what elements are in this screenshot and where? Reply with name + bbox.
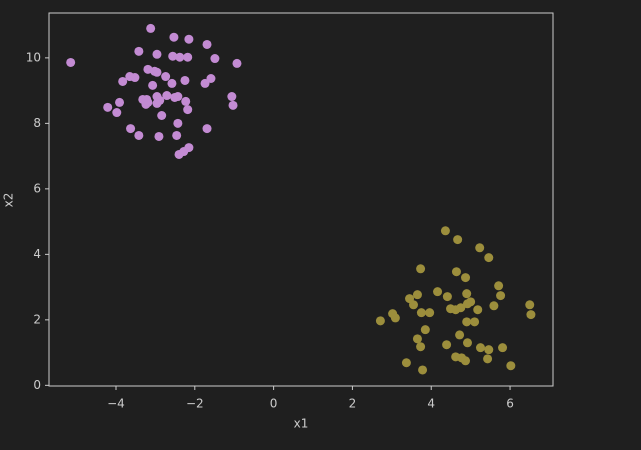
point [390,313,400,323]
point [375,316,385,326]
point [412,334,422,344]
point [412,290,422,300]
point [416,308,426,318]
point [483,354,493,364]
point [433,287,443,297]
y-tick-label: 2 [33,312,41,326]
point [470,317,480,327]
point [115,97,125,107]
point [409,300,419,310]
point [180,75,190,85]
point [416,342,426,352]
point [161,72,171,82]
point [130,73,140,83]
point [456,303,466,313]
point [152,67,162,77]
point [103,102,113,112]
point [462,299,472,309]
point [232,58,242,68]
point [494,281,504,291]
point [168,51,178,61]
point [461,273,471,283]
plot-frame [48,12,554,387]
y-tick-label: 4 [33,247,41,261]
x-tick-label: 6 [506,397,514,411]
point [174,149,184,159]
point [442,292,452,302]
point [112,108,122,118]
point [152,98,162,108]
point [66,57,76,67]
x-tick-label: −2 [186,397,204,411]
point [484,253,494,263]
point [183,52,193,62]
point [455,330,465,340]
point [475,343,485,353]
point [206,73,216,83]
x-tick-label: 0 [270,397,278,411]
point [154,131,164,141]
y-tick-label: 10 [26,50,41,64]
point [442,340,452,350]
point [462,317,472,327]
point [418,365,428,375]
point [416,264,426,274]
point [162,91,172,101]
point [202,124,212,134]
point [173,92,183,102]
y-axis-label: x2 [2,193,16,208]
point [526,310,536,320]
point [228,100,238,110]
y-tick-label: 6 [33,181,41,195]
point [453,235,463,245]
point [462,338,472,348]
y-tick-label: 8 [33,116,41,130]
point [202,39,212,49]
point [473,305,483,315]
point [126,124,136,134]
point [134,130,144,140]
point [484,345,494,355]
point [420,325,430,335]
point [152,49,162,59]
point [181,96,191,106]
x-tick-label: −4 [107,397,125,411]
point [498,343,508,353]
point [183,105,193,115]
x-tick-label: 2 [349,397,357,411]
point [142,94,152,104]
point [167,78,177,88]
point [200,78,210,88]
point [489,301,499,311]
point [525,300,535,310]
point [146,23,156,33]
y-tick-label: 0 [33,378,41,392]
point [475,243,485,253]
point [157,111,167,121]
point [425,308,435,318]
point [461,356,471,366]
point [451,267,461,277]
point [210,54,220,64]
point [462,289,472,299]
point [118,76,128,86]
point [227,92,237,102]
point [173,118,183,128]
point [148,80,158,90]
point [496,291,506,301]
point [169,32,179,42]
point [134,46,144,56]
point [172,130,182,140]
point [401,358,411,368]
point [175,52,185,62]
point [184,34,194,44]
point [506,361,516,371]
x-tick-label: 4 [427,397,435,411]
point [440,226,450,236]
x-axis-label: x1 [294,417,309,431]
